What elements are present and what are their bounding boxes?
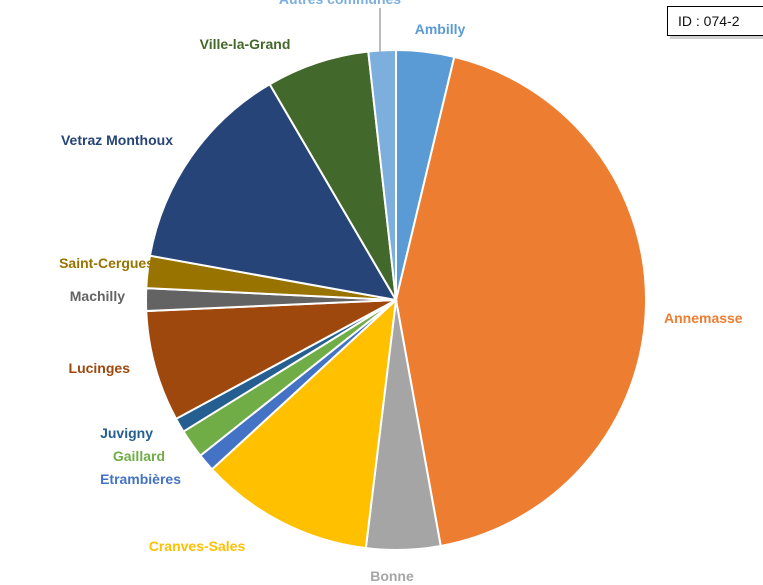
slice-label-annemasse: Annemasse — [664, 310, 743, 326]
id-label: ID : 074-2 — [667, 6, 763, 36]
slice-label-ville-la-grand: Ville-la-Grand — [200, 36, 291, 52]
slice-label-etrambi-res: Etrambières — [100, 471, 181, 487]
pie-slice-autres-communes — [367, 48, 397, 301]
pie-slice-annemasse — [394, 55, 647, 548]
pie-slice-cranves-sales — [210, 297, 398, 550]
slice-label-machilly: Machilly — [70, 288, 125, 304]
slice-label-vetraz-monthoux: Vetraz Monthoux — [61, 132, 173, 148]
slice-label-lucinges: Lucinges — [69, 360, 131, 376]
slice-labels: Ambilly Annemasse Bonne Cranves-Sales Etramb… — [59, 0, 743, 584]
slice-label-cranves-sales: Cranves-Sales — [149, 538, 246, 554]
slice-label-gaillard: Gaillard — [113, 448, 165, 464]
pie-slice-lucinges — [145, 299, 397, 421]
slice-label-bonne: Bonne — [370, 568, 414, 584]
pie-slice-vetraz-monthoux — [148, 82, 398, 302]
slice-label-autres-communes: Autres communes — [279, 0, 401, 7]
slice-label-saint-cergues: Saint-Cergues — [59, 255, 154, 271]
slice-label-juvigny: Juvigny — [100, 425, 153, 441]
pie-slices — [144, 48, 647, 551]
slice-label-ambilly: Ambilly — [415, 21, 466, 37]
